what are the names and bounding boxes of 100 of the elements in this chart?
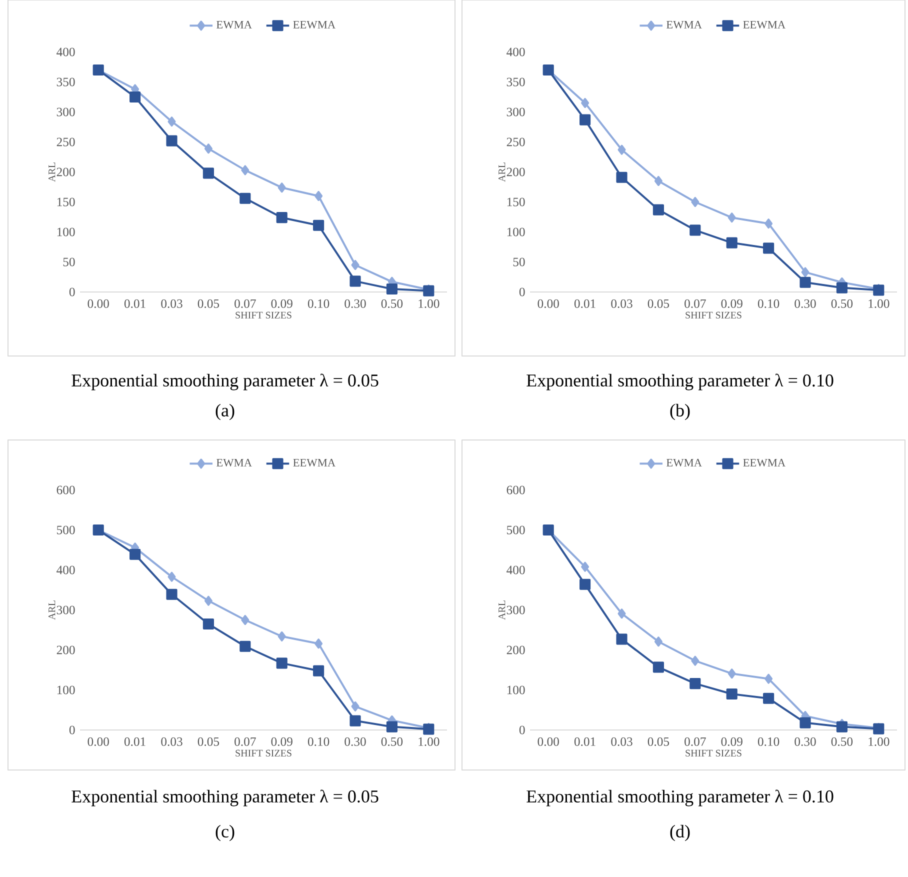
text: (c) <box>216 824 234 842</box>
x-tick-label: 1.00 <box>868 299 890 308</box>
y-tick-label: 300 <box>56 108 75 116</box>
y-tick-label: 400 <box>506 566 525 574</box>
x-tick-label: 0.10 <box>758 737 780 746</box>
x-tick-label: 0.05 <box>198 737 220 746</box>
point <box>616 172 628 183</box>
point <box>581 98 590 108</box>
y-tick-label: 0 <box>519 288 525 296</box>
point <box>690 678 701 690</box>
y-tick-label: 200 <box>506 646 525 654</box>
x-tick-label: 1.00 <box>418 737 440 746</box>
legend-label: EEWMA <box>743 458 786 467</box>
x-tick-label: 0.00 <box>538 299 559 308</box>
legend-label: EWMA <box>216 20 252 29</box>
y-tick-label: 600 <box>506 486 525 494</box>
x-tick-label: 0.10 <box>758 299 780 308</box>
legend-label: EEWMA <box>293 20 336 29</box>
text: Exponential smoothing parameter λ = 0.10 <box>526 790 834 806</box>
point <box>691 656 700 666</box>
point <box>763 692 774 704</box>
point <box>764 218 773 229</box>
x-tick-label: 0.10 <box>308 737 330 746</box>
x-tick-label: 0.03 <box>611 299 632 308</box>
y-tick-label: 200 <box>56 646 75 654</box>
point <box>202 168 214 179</box>
point <box>351 260 360 270</box>
x-tick-label: 0.01 <box>574 299 596 308</box>
point <box>616 634 628 645</box>
y-tick-label: 100 <box>57 686 75 694</box>
x-tick-label: 0.09 <box>271 737 292 746</box>
y-tick-label: 200 <box>56 168 75 176</box>
x-axis-title: SHIFT SIZES <box>236 312 292 319</box>
point <box>764 674 773 684</box>
x-axis-title: SHIFT SIZES <box>686 750 742 757</box>
y-tick-label: 250 <box>56 138 75 146</box>
x-tick-label: 0.50 <box>381 737 403 746</box>
y-tick-label: 150 <box>57 198 75 206</box>
y-axis-title: ARL <box>498 162 506 182</box>
y-axis-title: ARL <box>498 600 506 620</box>
point <box>350 276 361 287</box>
text: Exponential smoothing parameter λ = 0.05 <box>72 790 378 806</box>
x-tick-label: 0.01 <box>124 299 146 308</box>
point <box>581 562 590 572</box>
point <box>166 135 178 146</box>
point <box>386 721 398 732</box>
point <box>728 212 736 223</box>
point <box>728 668 736 679</box>
point <box>202 618 214 630</box>
y-tick-label: 0 <box>69 726 75 734</box>
text: (a) <box>216 404 234 420</box>
y-tick-label: 50 <box>63 258 75 266</box>
x-tick-label: 0.09 <box>721 299 742 308</box>
point <box>240 192 251 204</box>
x-tick-label: 0.05 <box>648 737 670 746</box>
y-tick-label: 350 <box>506 78 525 86</box>
text: Exponential smoothing parameter λ = 0.05 <box>72 374 378 390</box>
x-tick-label: 1.00 <box>868 737 890 746</box>
point <box>580 114 591 126</box>
x-tick-label: 0.09 <box>271 299 292 308</box>
point <box>386 283 398 295</box>
point <box>836 282 848 294</box>
point <box>652 204 664 216</box>
x-tick-label: 0.07 <box>684 299 706 308</box>
y-tick-label: 300 <box>56 606 75 614</box>
point <box>351 701 360 712</box>
point <box>800 717 811 728</box>
y-tick-label: 350 <box>56 78 75 86</box>
point <box>691 196 700 207</box>
y-tick-label: 100 <box>507 228 525 236</box>
y-tick-label: 50 <box>513 258 525 266</box>
x-tick-label: 0.05 <box>648 299 670 308</box>
x-tick-label: 0.07 <box>234 737 256 746</box>
y-axis-title: ARL <box>48 600 56 620</box>
x-tick-label: 0.03 <box>611 737 632 746</box>
y-axis-title: ARL <box>48 162 56 182</box>
point <box>241 614 250 625</box>
y-tick-label: 500 <box>507 526 525 534</box>
x-tick-label: 0.10 <box>308 299 330 308</box>
x-tick-label: 0.09 <box>721 737 742 746</box>
y-tick-label: 400 <box>56 566 75 574</box>
y-tick-label: 400 <box>56 48 75 56</box>
x-tick-label: 0.00 <box>88 299 109 308</box>
x-tick-label: 0.00 <box>88 737 109 746</box>
point <box>836 721 848 732</box>
point <box>801 267 810 278</box>
point <box>654 176 662 186</box>
text: Exponential smoothing parameter λ = 0.10 <box>526 374 834 390</box>
point <box>241 165 250 176</box>
point <box>618 608 626 619</box>
x-tick-label: 0.03 <box>161 737 182 746</box>
point <box>166 588 178 600</box>
point <box>726 237 738 248</box>
point <box>276 658 288 669</box>
x-tick-label: 0.50 <box>831 737 853 746</box>
x-tick-label: 0.30 <box>794 299 816 308</box>
point <box>204 144 212 154</box>
point <box>168 116 176 127</box>
y-tick-label: 100 <box>57 228 75 236</box>
legend-label: EEWMA <box>293 458 336 467</box>
